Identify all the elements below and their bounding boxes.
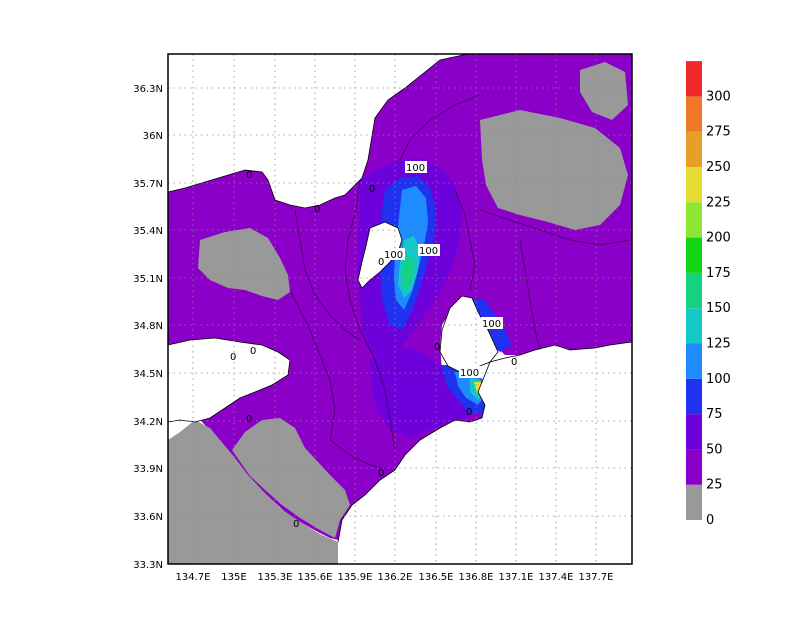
lon-tick-label: 136.8E — [459, 572, 494, 583]
latitude-axis: 36.3N 36N 35.7N 35.4N 35.1N 34.8N 34.5N … — [133, 84, 163, 571]
legend-label: 300 — [706, 89, 731, 104]
osaka-bay — [168, 338, 290, 422]
longitude-axis: 134.7E 135E 135.3E 135.6E 135.9E 136.2E … — [176, 572, 614, 583]
contour-label: 0 — [378, 468, 384, 479]
legend-swatch — [686, 449, 702, 485]
lat-tick-label: 33.6N — [133, 512, 163, 523]
legend-label: 150 — [706, 301, 731, 316]
legend-swatch — [686, 131, 702, 167]
legend-label: 125 — [706, 337, 731, 352]
contour-label: 0 — [293, 519, 299, 530]
lat-tick-label: 36.3N — [133, 84, 163, 95]
legend-swatch — [686, 96, 702, 132]
contour-label: 100 — [406, 163, 425, 174]
legend-label: 0 — [706, 513, 714, 528]
legend-swatch — [686, 202, 702, 238]
legend-label: 75 — [706, 407, 723, 422]
lon-tick-label: 137.7E — [579, 572, 614, 583]
lat-tick-label: 35.4N — [133, 226, 163, 237]
legend-swatch — [686, 414, 702, 450]
legend-swatch — [686, 308, 702, 344]
legend-label: 50 — [706, 442, 723, 457]
missing-data-west — [198, 228, 290, 300]
legend-label: 200 — [706, 231, 731, 246]
map-plot-area: 100 100 100 100 100 0 0 0 0 0 0 0 0 0 0 … — [167, 53, 633, 565]
legend-label: 100 — [706, 372, 731, 387]
lat-tick-label: 34.8N — [133, 321, 163, 332]
contour-label: 100 — [384, 250, 403, 261]
contour-label: 0 — [246, 414, 252, 425]
legend-swatch — [686, 378, 702, 415]
legend-swatch — [686, 484, 702, 520]
lon-tick-label: 135.3E — [258, 572, 293, 583]
map-frame — [167, 53, 633, 565]
legend-label: 225 — [706, 195, 731, 210]
lon-tick-label: 135.9E — [338, 572, 373, 583]
pacific-ocean — [338, 342, 632, 564]
legend-label: 250 — [706, 160, 731, 175]
lake-biwa — [358, 222, 402, 288]
contour-label: 0 — [314, 204, 320, 215]
contour-label: 0 — [246, 170, 252, 181]
lon-tick-label: 135E — [221, 572, 246, 583]
missing-data-north2 — [580, 62, 628, 120]
missing-data-shikoku — [168, 420, 338, 564]
gridlines — [168, 54, 632, 564]
lat-tick-label: 34.5N — [133, 369, 163, 380]
legend-label: 275 — [706, 125, 731, 140]
ise-bay — [440, 296, 498, 372]
lat-tick-label: 36N — [143, 131, 163, 142]
contour-label: 100 — [482, 319, 501, 330]
lat-tick-label: 35.7N — [133, 179, 163, 190]
contour-label: 0 — [378, 257, 384, 268]
lat-tick-label: 33.9N — [133, 464, 163, 475]
contour-label: 0 — [230, 352, 236, 363]
lat-tick-label: 33.3N — [133, 560, 163, 571]
legend-swatch — [686, 343, 702, 379]
missing-data-north — [480, 110, 628, 230]
contour-label: 0 — [466, 407, 472, 418]
coastlines — [168, 54, 632, 543]
legend-label: 175 — [706, 266, 731, 281]
contour-labels: 100 100 100 100 100 0 0 0 0 0 0 0 0 0 0 … — [230, 161, 517, 530]
legend-label: 25 — [706, 478, 723, 493]
lon-tick-label: 137.4E — [539, 572, 574, 583]
contour-label: 100 — [460, 368, 479, 379]
lat-tick-label: 35.1N — [133, 274, 163, 285]
legend-swatch — [686, 61, 702, 97]
precip-band-50-south — [370, 348, 472, 438]
precip-band-150 — [402, 256, 414, 288]
contour-label: 0 — [250, 346, 256, 357]
lon-tick-label: 137.1E — [499, 572, 534, 583]
legend-swatch — [686, 272, 702, 309]
lon-tick-label: 135.6E — [298, 572, 333, 583]
missing-data-kii — [232, 418, 350, 538]
contour-label: 0 — [369, 184, 375, 195]
contour-label: 0 — [511, 357, 517, 368]
legend-swatch — [686, 237, 702, 273]
prefecture-boundaries — [289, 94, 631, 471]
contour-label: 0 — [434, 342, 440, 353]
legend-swatch — [686, 167, 702, 203]
lon-tick-label: 134.7E — [176, 572, 211, 583]
lon-tick-label: 136.2E — [378, 572, 413, 583]
lat-tick-label: 34.2N — [133, 417, 163, 428]
japan-sea — [168, 54, 468, 208]
lon-tick-label: 136.5E — [419, 572, 454, 583]
contour-label: 100 — [419, 246, 438, 257]
color-legend: 0 25 50 75 100 125 150 175 200 225 250 275 300 — [686, 61, 731, 528]
